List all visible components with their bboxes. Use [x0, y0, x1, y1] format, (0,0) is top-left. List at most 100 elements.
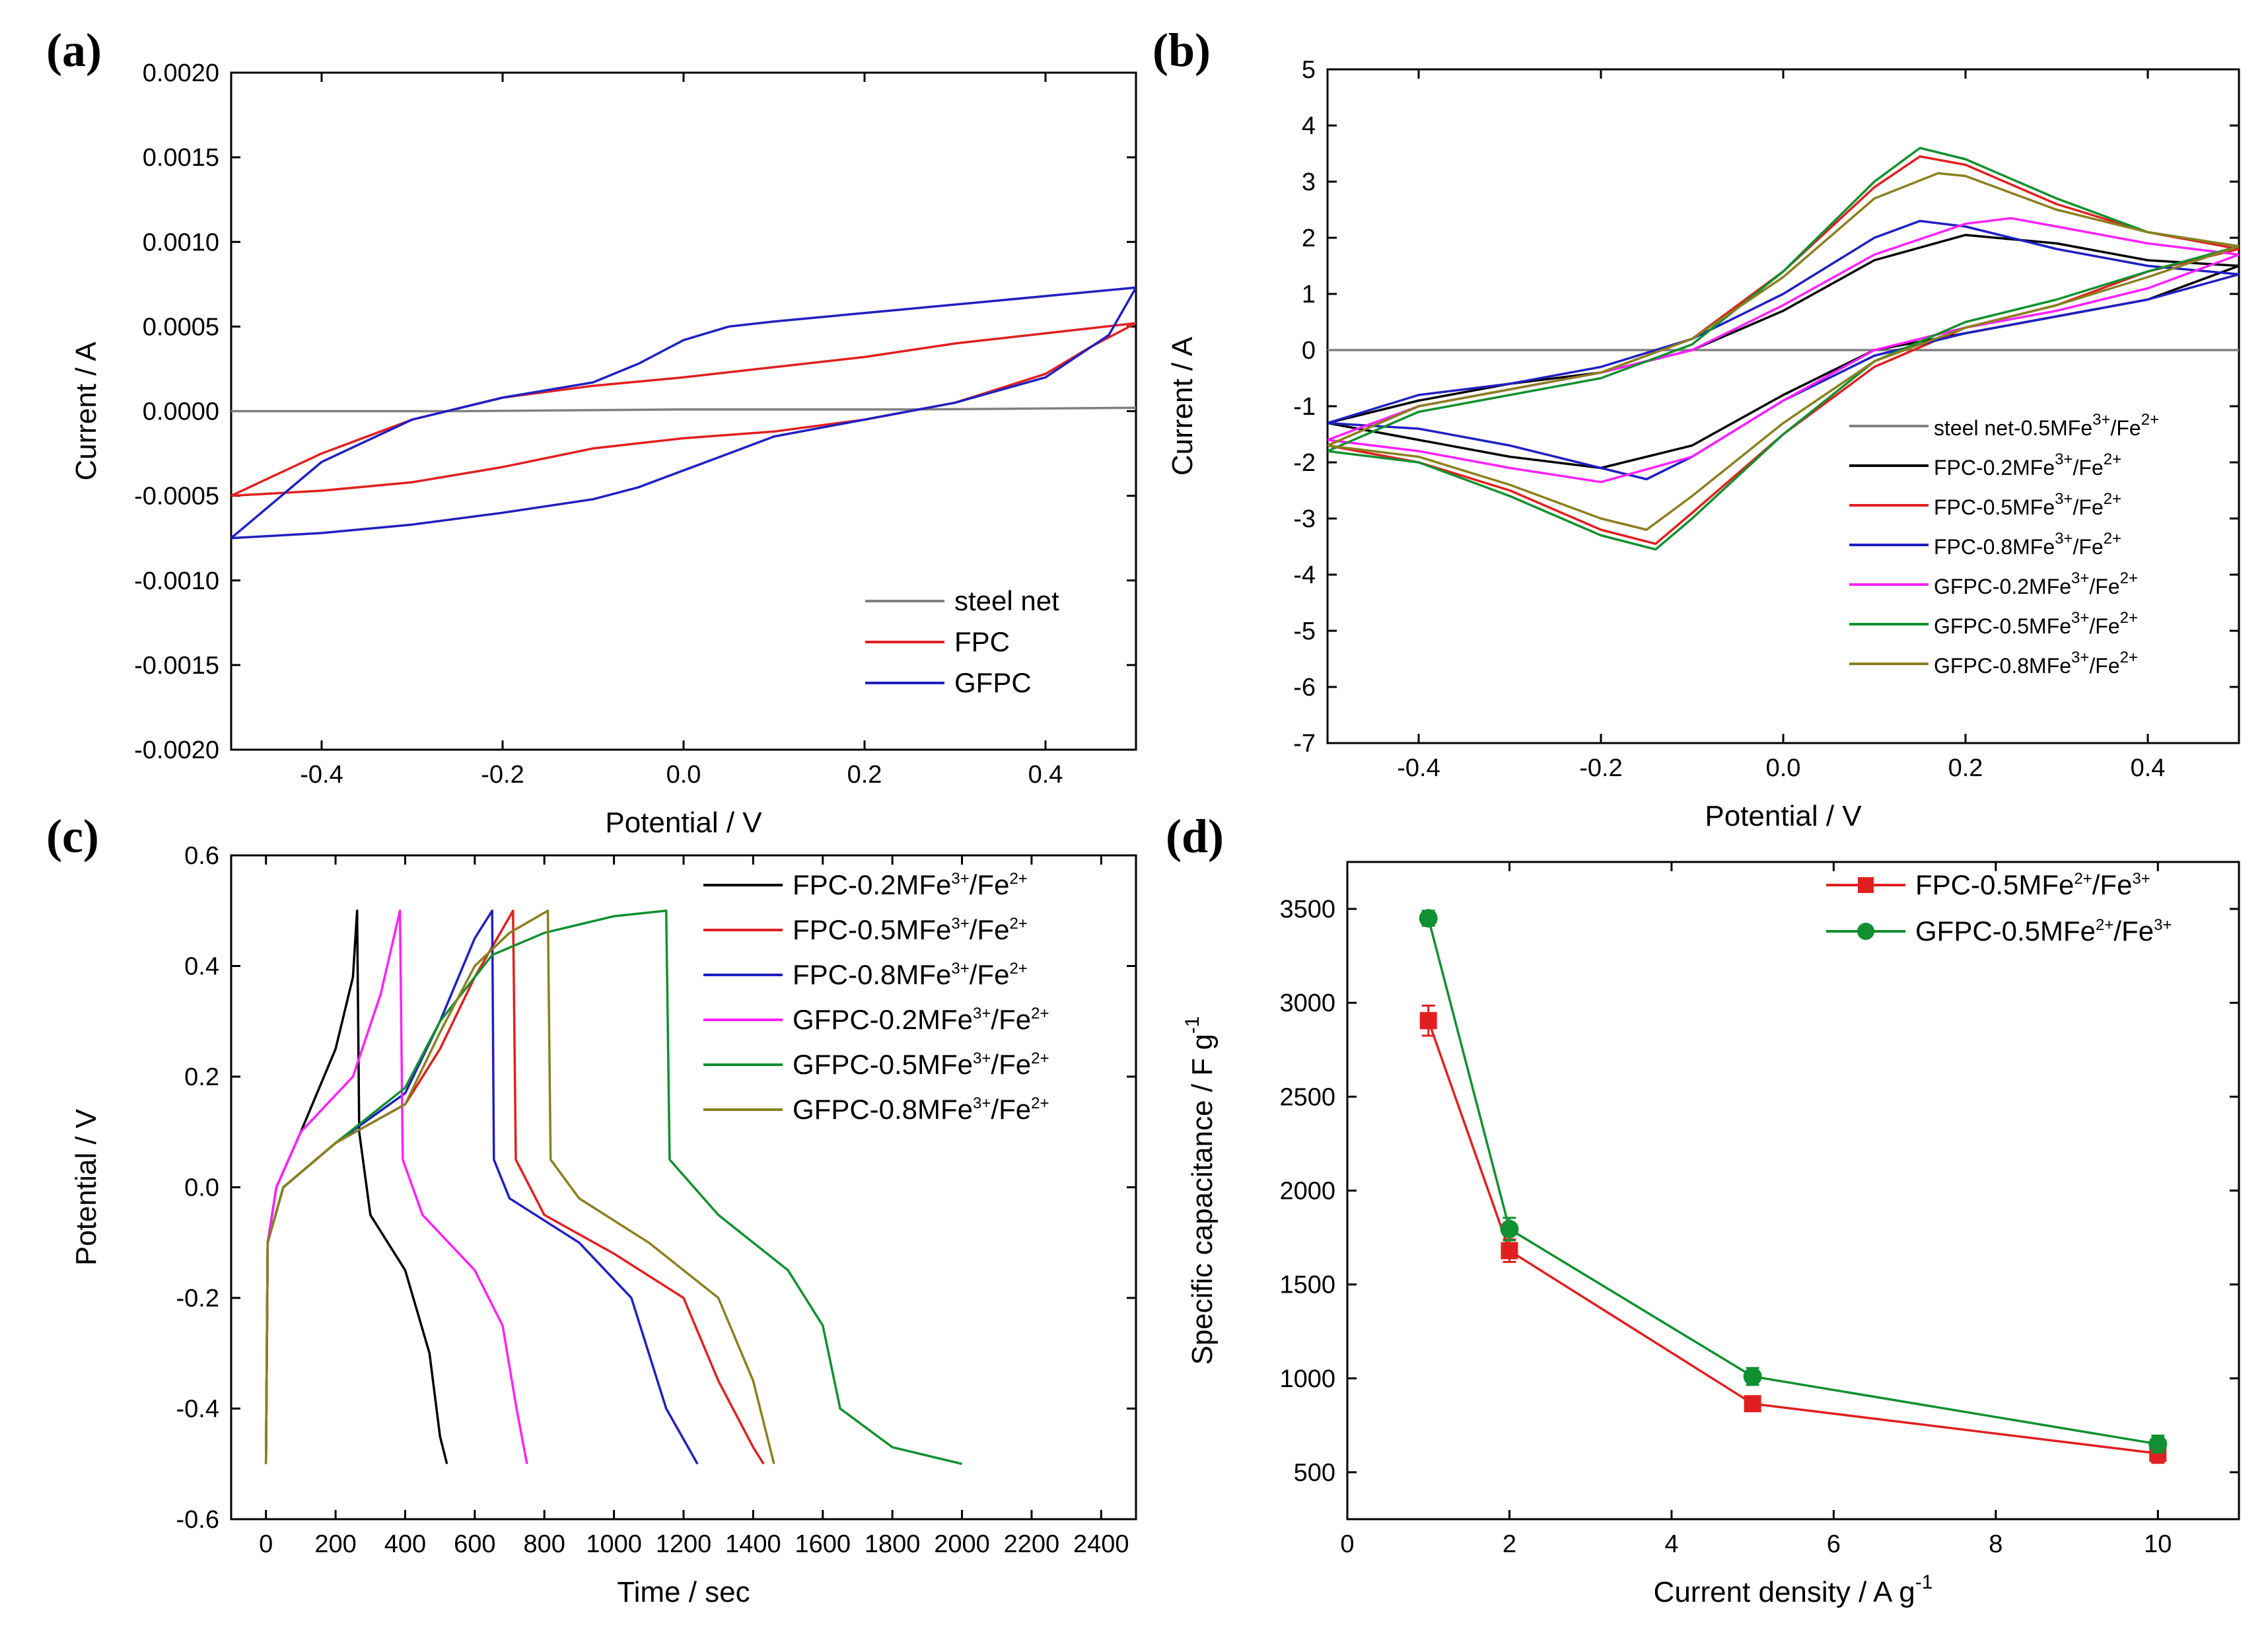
x-tick-label: 0.2 — [847, 761, 882, 789]
panel-label-b: (b) — [1152, 24, 1211, 77]
legend-sup: 3+ — [973, 1005, 991, 1022]
legend-d: FPC-0.5MFe2+/Fe3+GFPC-0.5MFe2+/Fe3+ — [1826, 869, 2172, 947]
legend-text: /Fe — [991, 1094, 1031, 1125]
x-tick-label: 0.0 — [666, 761, 701, 789]
legend-sup: 2+ — [1009, 915, 1027, 933]
legend-text: /Fe — [2110, 416, 2141, 440]
legend-sup: 2+ — [2120, 649, 2138, 666]
series-line-b-5 — [1328, 147, 2239, 551]
y-tick-label: 0.0010 — [143, 229, 219, 256]
legend-text: /Fe — [2092, 869, 2133, 900]
y-tick-label: 0.0000 — [143, 398, 219, 426]
legend-label: FPC-0.5MFe3+/Fe2+ — [1934, 490, 2121, 519]
y-tick-label: 0.2 — [184, 1063, 219, 1091]
legend-label: steel net-0.5MFe3+/Fe2+ — [1934, 411, 2159, 440]
y-tick-label: -0.0015 — [134, 652, 219, 680]
legend-a: steel net FPC GFPC — [865, 585, 1059, 698]
x-axis-title: Potential / V — [605, 806, 762, 839]
legend-text: FPC-0.5MFe — [1934, 495, 2055, 519]
legend-sup: 3+ — [951, 870, 969, 888]
series-line-a-2 — [231, 286, 1136, 540]
legend-sup: 3+ — [2055, 450, 2073, 468]
panel-c: (c) 0 200 400 600 800 1000 1200 1400 1600 1800 2000… — [46, 810, 1137, 1608]
legend-sup: 3+ — [973, 1094, 991, 1112]
legend-text: FPC-0.2MFe — [1934, 456, 2055, 480]
y-tick-label: -7 — [1293, 730, 1316, 758]
x-tick-label: 400 — [384, 1530, 426, 1558]
legend-marker — [1857, 923, 1874, 940]
x-tick-label: 10 — [2144, 1530, 2172, 1558]
plot-frame — [1326, 68, 2240, 744]
legend-text: FPC — [954, 626, 1010, 657]
y-tick-label: -1 — [1293, 393, 1316, 421]
legend-sup: 3+ — [2055, 530, 2073, 548]
legend-text: steel net-0.5MFe — [1934, 416, 2092, 440]
x-tick-label: 200 — [314, 1530, 356, 1558]
series-line-d-0 — [1427, 1020, 2158, 1455]
y-tick-label: 2500 — [1279, 1083, 1335, 1111]
data-point — [2148, 1435, 2168, 1454]
legend-sup: 3+ — [2071, 649, 2089, 666]
series-line-c-0 — [264, 910, 448, 1464]
legend-label: FPC-0.5MFe3+/Fe2+ — [793, 914, 1028, 945]
legend-sup: 3+ — [2055, 490, 2073, 508]
y-tick-label: 0.0005 — [143, 313, 219, 341]
series-line-b-6 — [1328, 172, 2239, 531]
legend-label: steel net — [954, 585, 1059, 616]
legend-sup: 2+ — [1009, 960, 1027, 978]
legend-sup: 2+ — [2096, 916, 2113, 934]
panel-label-c: (c) — [46, 810, 99, 863]
legend-text: steel net — [954, 585, 1059, 616]
x-tick-label: 4 — [1664, 1530, 1678, 1558]
plot-frame — [1346, 861, 2240, 1521]
data-point — [1744, 1395, 1761, 1413]
x-tick-label: 1600 — [795, 1530, 851, 1558]
y-tick-label: -0.0005 — [134, 483, 219, 511]
x-tick-label: 1200 — [656, 1530, 712, 1558]
legend-label: FPC-0.8MFe3+/Fe2+ — [1934, 530, 2121, 559]
legend-sup: 2+ — [2141, 411, 2159, 429]
y-tick-label: 3000 — [1279, 989, 1335, 1017]
legend-text: GFPC-0.2MFe — [1934, 575, 2071, 598]
legend-label: FPC-0.5MFe2+/Fe3+ — [1915, 869, 2150, 900]
y-tick-label: 0.4 — [184, 953, 219, 981]
series-line-a-0 — [231, 406, 1136, 413]
y-axis-title: Current / A — [70, 341, 102, 481]
legend-text: FPC-0.5MFe — [793, 914, 951, 945]
x-tick-label: 2 — [1503, 1530, 1516, 1558]
legend-label: GFPC-0.5MFe3+/Fe2+ — [793, 1049, 1049, 1080]
panel-d: (d) 0 2 4 6 8 10 500 1000 1500 2000 2500 3000 3500 Cur… — [1166, 810, 2240, 1608]
legend-b: steel net-0.5MFe3+/Fe2+FPC-0.2MFe3+/Fe2+… — [1849, 411, 2159, 678]
legend-sup: 2+ — [2120, 569, 2138, 587]
legend-text: /Fe — [2073, 456, 2104, 480]
y-tick-label: 0.0020 — [143, 59, 219, 87]
x-tick-label: 2400 — [1073, 1530, 1129, 1558]
y-tick-label: 1 — [1302, 281, 1316, 308]
legend-text: /Fe — [2073, 495, 2104, 519]
legend-sup: 2+ — [1031, 1050, 1049, 1067]
y-tick-label: 0.0015 — [143, 144, 219, 172]
data-point — [1419, 1012, 1437, 1030]
legend-label: FPC-0.8MFe3+/Fe2+ — [793, 959, 1028, 990]
legend-text: GFPC-0.5MFe — [1915, 915, 2096, 947]
x-tick-label: 0 — [1340, 1530, 1354, 1558]
legend-text: FPC-0.8MFe — [1934, 535, 2055, 559]
series-line-c-1 — [264, 910, 765, 1465]
legend-sup: 2+ — [1009, 870, 1027, 888]
legend-sup: 3+ — [973, 1050, 991, 1067]
legend-text: /Fe — [2089, 575, 2119, 598]
legend-text: GFPC-0.8MFe — [1934, 654, 2071, 678]
x-tick-label: 2000 — [934, 1530, 990, 1558]
x-tick-label: 0.0 — [1766, 754, 1801, 782]
plot-area — [231, 286, 1136, 540]
plot-area — [1328, 147, 2239, 551]
y-tick-label: 2 — [1302, 225, 1316, 252]
y-tick-label: 5 — [1302, 56, 1316, 84]
legend-sup: 3+ — [2071, 569, 2089, 587]
y-tick-label: -0.0020 — [134, 736, 219, 764]
y-tick-label: 0 — [1302, 337, 1316, 365]
y-tick-label: 2000 — [1279, 1178, 1335, 1205]
y-axis-title: Current / A — [1166, 336, 1199, 476]
legend-label: GFPC-0.5MFe3+/Fe2+ — [1934, 609, 2138, 638]
legend-sup: 2+ — [1031, 1094, 1049, 1112]
